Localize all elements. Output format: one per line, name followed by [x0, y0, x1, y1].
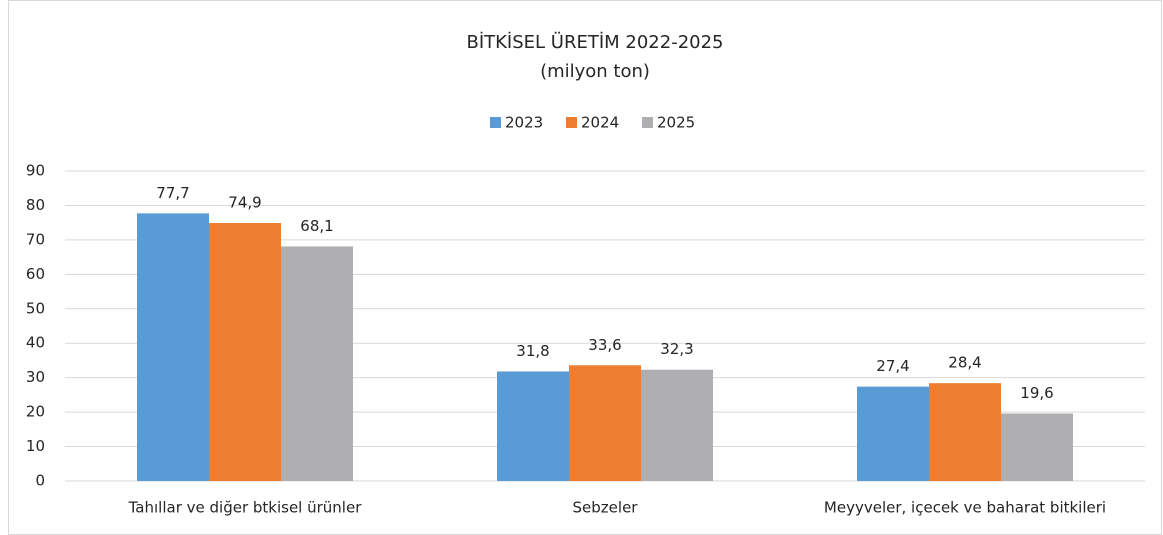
- y-tick-label: 60: [26, 265, 45, 283]
- y-tick-label: 0: [35, 472, 45, 490]
- y-tick-label: 10: [26, 437, 45, 455]
- legend-swatch: [490, 117, 501, 128]
- data-label: 74,9: [228, 194, 261, 212]
- legend-label: 2025: [657, 114, 695, 132]
- data-label: 31,8: [516, 342, 549, 360]
- y-tick-label: 90: [26, 162, 45, 180]
- bar: [209, 223, 281, 481]
- x-tick-label: Meyyveler, içecek ve baharat bitkileri: [824, 499, 1106, 517]
- bar: [497, 371, 569, 481]
- bar: [281, 246, 353, 481]
- data-label: 33,6: [588, 336, 621, 354]
- bar: [137, 213, 209, 481]
- y-tick-label: 50: [26, 299, 45, 317]
- y-tick-label: 30: [26, 368, 45, 386]
- bar: [1001, 413, 1073, 481]
- data-label: 32,3: [660, 340, 693, 358]
- data-label: 28,4: [948, 354, 981, 372]
- data-label: 19,6: [1020, 384, 1053, 402]
- x-tick-label: Tahıllar ve diğer btkisel ürünler: [128, 499, 363, 517]
- x-tick-label: Sebzeler: [573, 499, 639, 517]
- legend-label: 2024: [581, 114, 619, 132]
- legend-swatch: [566, 117, 577, 128]
- data-label: 27,4: [876, 357, 909, 375]
- y-tick-label: 80: [26, 196, 45, 214]
- bar: [857, 386, 929, 481]
- legend-swatch: [642, 117, 653, 128]
- data-label: 68,1: [300, 217, 333, 235]
- y-tick-label: 40: [26, 334, 45, 352]
- legend-label: 2023: [505, 114, 543, 132]
- data-label: 77,7: [156, 184, 189, 202]
- chart-subtitle: (milyon ton): [540, 61, 650, 82]
- chart-title: BİTKİSEL ÜRETİM 2022-2025: [466, 31, 723, 53]
- bar: [641, 369, 713, 481]
- y-tick-label: 20: [26, 403, 45, 421]
- y-tick-label: 70: [26, 230, 45, 248]
- bar: [569, 365, 641, 481]
- bar: [929, 383, 1001, 481]
